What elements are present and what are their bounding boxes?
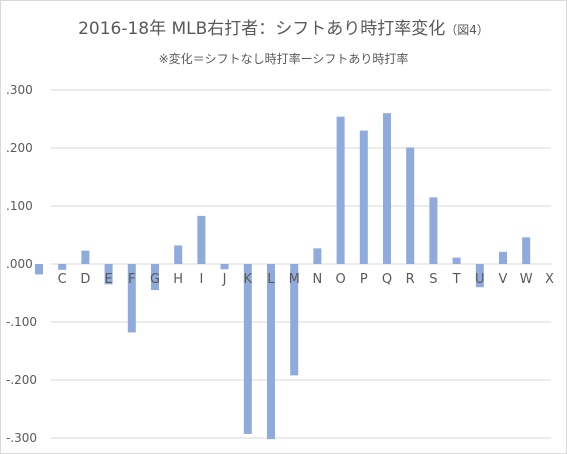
bar-L xyxy=(267,264,275,440)
x-tick-label: J xyxy=(222,272,227,287)
bar-W xyxy=(522,237,531,264)
bar-M xyxy=(290,264,299,376)
chart-title: 2016-18年 MLB右打者：シフトあり時打率変化（図4） xyxy=(0,14,567,39)
x-tick-label: X xyxy=(545,272,554,287)
bars xyxy=(35,113,531,440)
bar-J xyxy=(220,264,229,270)
y-tick-label: .100 xyxy=(6,199,33,213)
x-tick-label: I xyxy=(199,272,203,287)
bar-T xyxy=(452,257,461,264)
y-tick-label: -.200 xyxy=(6,373,37,387)
bar-I xyxy=(197,215,206,264)
x-tick-label: E xyxy=(104,272,112,287)
bar-Q xyxy=(383,113,391,264)
x-tick-label: G xyxy=(150,272,160,287)
x-tick-label: C xyxy=(58,272,67,287)
bar-G xyxy=(151,264,159,291)
x-tick-label: S xyxy=(429,272,437,287)
chart-subtitle: ※変化＝シフトなし時打率ーシフトあり時打率 xyxy=(158,52,409,66)
x-tick-label: M xyxy=(289,272,300,287)
x-tick-label: W xyxy=(520,272,533,287)
bar-K xyxy=(243,264,252,434)
x-tick-label: H xyxy=(173,272,183,287)
x-tick-label: T xyxy=(452,272,461,287)
bar-F xyxy=(127,264,136,333)
x-tick-label: U xyxy=(475,272,485,287)
bar-H xyxy=(174,245,183,264)
bar-C xyxy=(58,264,67,270)
x-tick-label: K xyxy=(244,272,253,287)
y-axis-ticks: .300 .200 .100 .000 -.100 -.200 -.300 xyxy=(6,83,37,445)
x-tick-label: Q xyxy=(382,272,392,287)
y-tick-label: -.100 xyxy=(6,315,37,329)
x-tick-label: L xyxy=(267,272,275,287)
chart-title-main: 2016-18年 MLB右打者：シフトあり時打率変化 xyxy=(78,19,446,39)
y-tick-label: .300 xyxy=(6,83,33,97)
chart-title-note: （図4） xyxy=(445,23,489,37)
x-tick-label: P xyxy=(360,272,368,287)
x-tick-label: O xyxy=(335,272,345,287)
y-tick-label: .200 xyxy=(6,141,33,155)
x-tick-label: D xyxy=(80,272,90,287)
bar-V xyxy=(499,251,507,264)
x-tick-label: F xyxy=(128,272,135,287)
bar-P xyxy=(359,130,368,264)
bar-U xyxy=(475,264,484,288)
bar-N xyxy=(313,248,322,264)
bar-E xyxy=(104,264,113,285)
bar-O xyxy=(336,116,345,265)
y-tick-label: -.300 xyxy=(6,431,37,445)
bar-S xyxy=(429,197,438,264)
x-tick-label: V xyxy=(499,272,508,287)
y-tick-label: .000 xyxy=(6,257,33,271)
bar-R xyxy=(406,147,415,264)
bar-D xyxy=(81,250,90,264)
x-tick-label: R xyxy=(406,272,415,287)
bar-B xyxy=(35,264,43,275)
x-tick-label: N xyxy=(313,272,323,287)
